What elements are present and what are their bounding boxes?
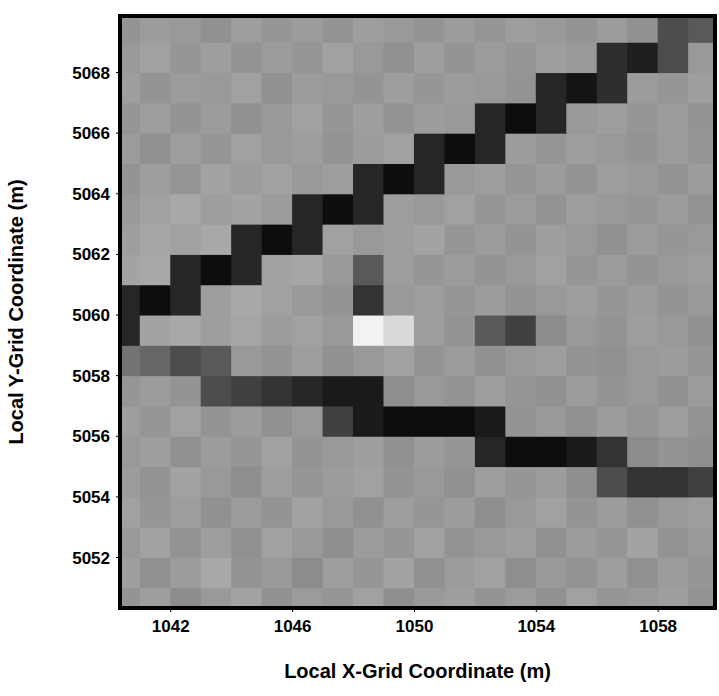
svg-text:5064: 5064 bbox=[72, 185, 110, 204]
svg-text:5062: 5062 bbox=[72, 245, 110, 264]
svg-text:1046: 1046 bbox=[274, 617, 312, 636]
svg-text:5054: 5054 bbox=[72, 488, 110, 507]
svg-text:Local Y-Grid Coordinate (m): Local Y-Grid Coordinate (m) bbox=[5, 179, 27, 444]
svg-text:5060: 5060 bbox=[72, 306, 110, 325]
svg-text:1054: 1054 bbox=[517, 617, 555, 636]
svg-text:1058: 1058 bbox=[639, 617, 677, 636]
svg-text:Local X-Grid Coordinate (m): Local X-Grid Coordinate (m) bbox=[284, 660, 551, 682]
svg-text:5066: 5066 bbox=[72, 124, 110, 143]
svg-text:5056: 5056 bbox=[72, 427, 110, 446]
svg-text:1042: 1042 bbox=[152, 617, 190, 636]
svg-text:5058: 5058 bbox=[72, 367, 110, 386]
svg-text:1050: 1050 bbox=[396, 617, 434, 636]
svg-text:5052: 5052 bbox=[72, 549, 110, 568]
svg-text:5068: 5068 bbox=[72, 64, 110, 83]
